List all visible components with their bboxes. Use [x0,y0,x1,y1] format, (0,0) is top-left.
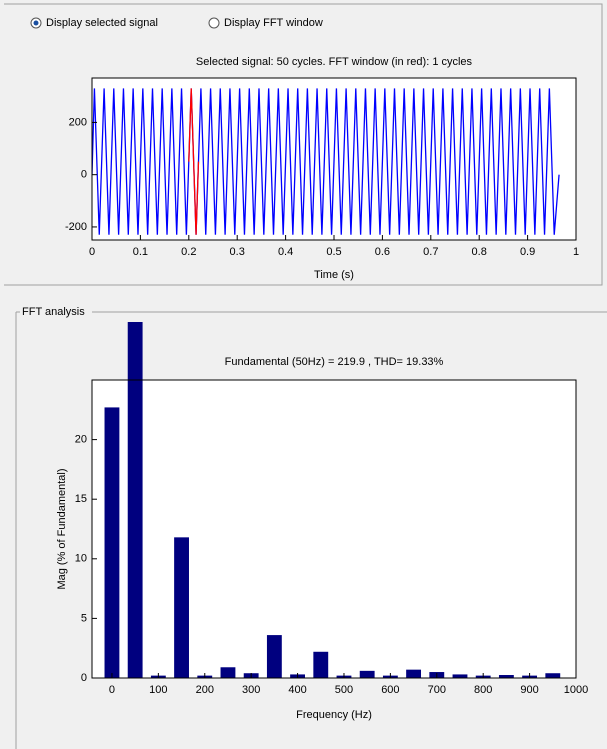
x-tick-label: 0 [89,246,95,258]
radio[interactable]: Display FFT window [208,17,323,29]
x-tick-label: 0.2 [181,246,196,258]
x-tick-label: 500 [335,684,353,696]
radio-label[interactable]: Display selected signal [46,17,158,29]
x-tick-label: 0.4 [278,246,293,258]
x-tick-label: 1 [573,246,579,258]
y-tick-label: 20 [75,434,87,446]
radio-dot [33,20,39,26]
radio-button[interactable] [208,17,220,29]
y-tick-label: 0 [81,672,87,684]
plot-area [92,380,576,678]
chart-title: Fundamental (50Hz) = 219.9 , THD= 19.33% [225,356,444,368]
panel-title: FFT analysis [22,306,85,318]
bar [406,669,422,678]
x-tick-label: 0.6 [375,246,390,258]
x-axis-label: Time (s) [314,269,354,281]
bar [174,537,189,678]
bar [266,635,282,678]
bar [452,674,468,678]
chart-title: Selected signal: 50 cycles. FFT window (… [196,56,473,68]
bar [220,667,236,678]
y-tick-label: 15 [75,493,87,505]
y-tick-label: 0 [81,169,87,181]
signal-line [188,88,200,235]
x-tick-label: 0.5 [326,246,341,258]
bar [545,673,561,678]
x-tick-label: 0.1 [133,246,148,258]
x-tick-label: 0.7 [423,246,438,258]
y-axis-label: Mag (% of Fundamental) [56,468,68,589]
bar [127,322,143,678]
x-tick-label: 100 [149,684,167,696]
x-tick-label: 0 [109,684,115,696]
axes-box [91,379,577,679]
x-tick-label: 300 [242,684,260,696]
x-tick-label: 700 [428,684,446,696]
bar [359,670,375,678]
y-tick-label: 5 [81,612,87,624]
signal-panel-border [4,3,603,286]
x-tick-label: 0.3 [230,246,245,258]
plot-marks [104,322,561,678]
plot-marks [92,88,560,235]
y-tick-label: 200 [69,116,87,128]
y-tick-label: 10 [75,553,87,565]
bar [313,651,329,678]
y-tick-label: -200 [65,221,87,233]
x-tick-label: 0.8 [472,246,487,258]
bar [498,675,514,678]
x-tick-label: 900 [520,684,538,696]
x-tick-label: 0.9 [520,246,535,258]
signal-line [92,88,560,235]
radio-label[interactable]: Display FFT window [224,17,323,29]
bar [104,407,120,678]
radio[interactable]: Display selected signal [30,17,158,29]
x-tick-label: 200 [196,684,214,696]
x-tick-label: 1000 [564,684,588,696]
x-tick-label: 400 [288,684,306,696]
x-tick-label: 600 [381,684,399,696]
x-tick-label: 800 [474,684,492,696]
x-axis-label: Frequency (Hz) [296,709,372,721]
